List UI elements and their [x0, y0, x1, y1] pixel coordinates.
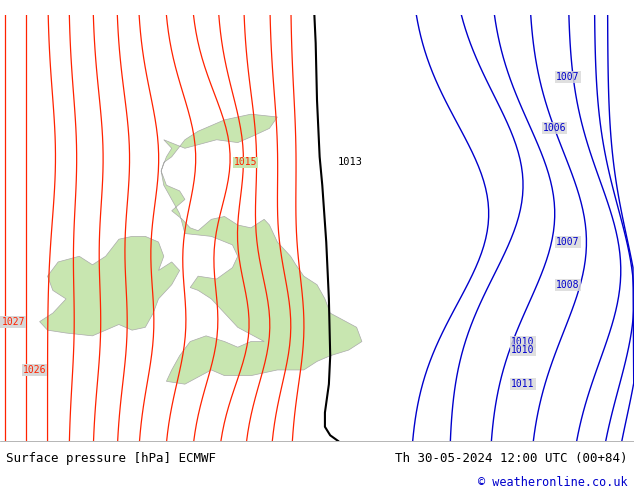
- Text: 1007: 1007: [556, 237, 579, 247]
- Text: 1007: 1007: [556, 72, 579, 82]
- Text: 1026: 1026: [23, 365, 46, 375]
- Text: 1010: 1010: [511, 345, 535, 355]
- Text: 1015: 1015: [234, 157, 257, 168]
- Text: 1027: 1027: [1, 317, 25, 327]
- Text: 1006: 1006: [543, 123, 567, 133]
- Text: Th 30-05-2024 12:00 UTC (00+84): Th 30-05-2024 12:00 UTC (00+84): [395, 452, 628, 465]
- Text: 1008: 1008: [556, 280, 579, 290]
- Text: Surface pressure [hPa] ECMWF: Surface pressure [hPa] ECMWF: [6, 452, 216, 465]
- Text: © weatheronline.co.uk: © weatheronline.co.uk: [478, 476, 628, 489]
- Polygon shape: [39, 236, 179, 336]
- Text: 1011: 1011: [511, 379, 535, 389]
- Polygon shape: [161, 114, 362, 384]
- Text: 1013: 1013: [338, 157, 363, 168]
- Text: 1010: 1010: [511, 337, 535, 346]
